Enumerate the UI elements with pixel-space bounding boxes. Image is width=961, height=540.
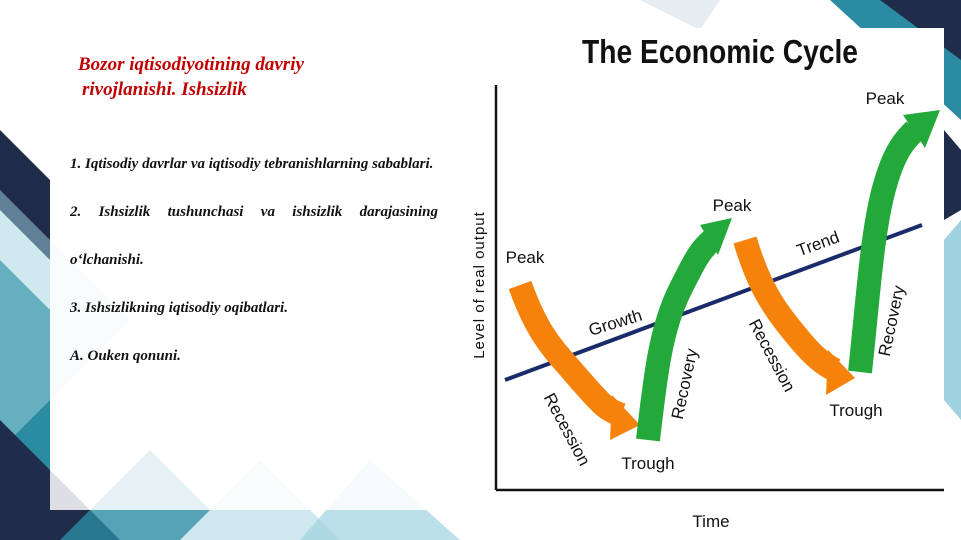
recession-arrow	[733, 236, 841, 381]
recovery-arrow	[636, 230, 720, 442]
cycle-label: Peak	[713, 196, 752, 215]
cycle-label: Trough	[829, 401, 882, 420]
title-line: Bozor iqtisodiyotining davriy	[78, 54, 304, 75]
diagram-title: The Economic Cycle	[582, 33, 858, 70]
decor	[944, 130, 961, 220]
slide-title: Bozor iqtisodiyotining davriy rivojlanis…	[78, 52, 304, 102]
title-line: rivojlanishi. Ishsizlik	[82, 79, 247, 100]
cycle-label: Recovery	[668, 346, 702, 421]
topic-list: 1. Iqtisodiy davrlar va iqtisodiy tebran…	[70, 140, 438, 380]
y-axis-label: Level of real output	[471, 211, 488, 359]
cycle-label: Peak	[506, 248, 545, 267]
decor	[944, 220, 961, 420]
card	[50, 0, 465, 510]
arrow-head	[700, 218, 732, 255]
trend-line	[504, 223, 923, 382]
arrow-head	[826, 350, 855, 395]
x-axis-label: Time	[692, 512, 729, 531]
decor	[640, 0, 720, 30]
recovery-arrow	[848, 121, 924, 374]
cycle-label: Growth	[586, 306, 644, 340]
topic-item: 1. Iqtisodiy davrlar va iqtisodiy tebran…	[70, 156, 434, 172]
topic-item: A. Ouken qonuni.	[70, 348, 181, 364]
topic-item: 3. Ishsizlikning iqtisodiy oqibatlari.	[70, 300, 288, 316]
arrow-head	[903, 110, 940, 148]
arrow-head	[610, 395, 640, 440]
cycle-label: Peak	[866, 89, 905, 108]
recession-arrow	[508, 280, 626, 427]
topic-item: 2. Ishsizlik tushunchasi va ishsizlik da…	[70, 204, 438, 268]
cycle-label: Trough	[621, 454, 674, 473]
